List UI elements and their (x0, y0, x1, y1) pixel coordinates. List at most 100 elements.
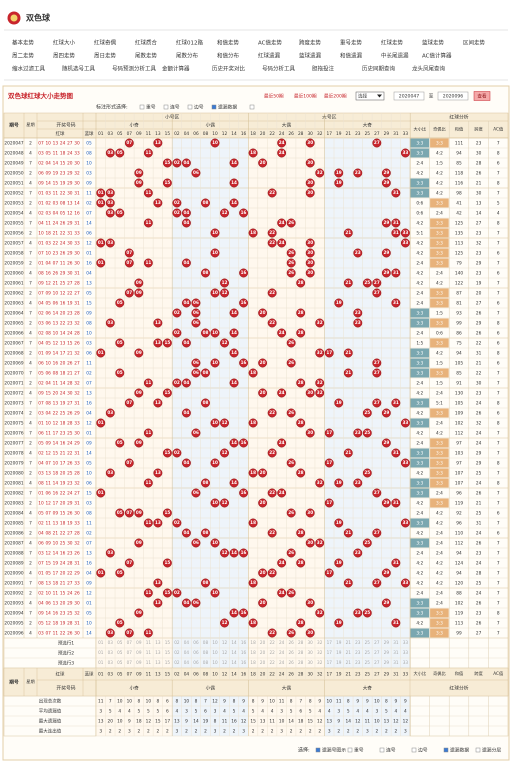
preselect-number[interactable]: 32 (317, 660, 323, 665)
preselect-number[interactable]: 33 (403, 650, 409, 655)
nav-link[interactable]: 号码分析工具 (262, 65, 296, 73)
preselect-number[interactable]: 07 (127, 640, 133, 645)
preselect-number[interactable]: 29 (384, 650, 390, 655)
preselect-number[interactable]: 04 (184, 660, 190, 665)
nav-link[interactable]: AC值走势 (258, 39, 283, 47)
nav-link[interactable]: AC值计算器 (422, 52, 452, 60)
nav-link[interactable]: 中长尾遗漏 (381, 52, 409, 60)
nav-link[interactable]: 龙头凤尾查询 (412, 65, 446, 73)
preselect-number[interactable]: 17 (327, 660, 333, 665)
preselect-number[interactable]: 20 (260, 650, 266, 655)
preselect-number[interactable]: 30 (308, 650, 314, 655)
preselect-number[interactable]: 30 (308, 660, 314, 665)
preselect-number[interactable]: 21 (346, 650, 352, 655)
preselect-number[interactable]: 24 (279, 660, 285, 665)
nav-link[interactable]: 红球奇偶 (94, 39, 117, 47)
preselect-number[interactable]: 01 (98, 650, 104, 655)
preselect-number[interactable]: 08 (203, 660, 209, 665)
to-input[interactable] (437, 91, 469, 101)
preselect-number[interactable]: 23 (355, 640, 361, 645)
nav-link[interactable]: 红球走势 (381, 39, 404, 47)
preselect-number[interactable]: 11 (146, 660, 152, 665)
preselect-number[interactable]: 10 (212, 650, 218, 655)
preselect-number[interactable]: 18 (250, 650, 256, 655)
nav-link[interactable]: 历史同期查询 (362, 65, 396, 73)
preselect-number[interactable]: 25 (365, 660, 371, 665)
preselect-number[interactable]: 11 (146, 650, 152, 655)
preselect-number[interactable]: 13 (155, 660, 161, 665)
preselect-number[interactable]: 32 (317, 650, 323, 655)
preselect-number[interactable]: 08 (203, 640, 209, 645)
nav-link[interactable]: 胆拖投注 (312, 65, 335, 73)
preselect-number[interactable]: 02 (174, 660, 180, 665)
nav-link[interactable]: 和值遗漏 (340, 52, 363, 60)
preselect-number[interactable]: 28 (298, 640, 304, 645)
preselect-number[interactable]: 13 (155, 650, 161, 655)
preselect-number[interactable]: 06 (193, 640, 199, 645)
preselect-number[interactable]: 25 (365, 650, 371, 655)
nav-link[interactable]: 号码预测分析工具 (112, 65, 157, 73)
preselect-number[interactable]: 17 (327, 650, 333, 655)
preselect-number[interactable]: 19 (336, 660, 342, 665)
nav-link[interactable]: 蓝球走势 (422, 39, 445, 47)
preselect-number[interactable]: 14 (231, 660, 237, 665)
preselect-number[interactable]: 25 (365, 640, 371, 645)
nav-link[interactable]: 和值分布 (217, 52, 240, 60)
preselect-number[interactable]: 20 (260, 640, 266, 645)
preselect-number[interactable]: 16 (241, 660, 247, 665)
checkbox[interactable] (163, 104, 169, 110)
preselect-number[interactable]: 04 (184, 650, 190, 655)
preselect-number[interactable]: 27 (374, 640, 380, 645)
preselect-number[interactable]: 10 (212, 640, 218, 645)
preselect-number[interactable]: 20 (260, 660, 266, 665)
nav-link[interactable]: 红球大小 (53, 39, 76, 47)
nav-link[interactable]: 尾数分布 (176, 52, 199, 60)
preselect-number[interactable]: 01 (98, 660, 104, 665)
preselect-number[interactable]: 23 (355, 650, 361, 655)
preselect-number[interactable]: 24 (279, 650, 285, 655)
preselect-number[interactable]: 03 (108, 650, 114, 655)
preselect-number[interactable]: 26 (288, 660, 294, 665)
nav-link[interactable]: 周日走势 (94, 52, 117, 60)
from-text[interactable]: 2020047 (399, 94, 420, 100)
nav-link[interactable]: 周四走势 (53, 52, 76, 60)
preselect-number[interactable]: 08 (203, 650, 209, 655)
nav-link[interactable]: 重号走势 (340, 39, 363, 47)
preselect-number[interactable]: 12 (222, 650, 228, 655)
nav-link[interactable]: 基本走势 (12, 39, 35, 47)
preselect-number[interactable]: 19 (336, 650, 342, 655)
view-button[interactable] (473, 91, 491, 101)
preselect-number[interactable]: 13 (155, 640, 161, 645)
preselect-number[interactable]: 03 (108, 660, 114, 665)
preselect-number[interactable]: 12 (222, 640, 228, 645)
preselect-number[interactable]: 26 (288, 640, 294, 645)
checkbox[interactable] (249, 104, 255, 110)
preselect-number[interactable]: 06 (193, 660, 199, 665)
checkbox[interactable] (379, 747, 385, 753)
preselect-number[interactable]: 31 (393, 650, 399, 655)
preselect-number[interactable]: 30 (308, 640, 314, 645)
preselect-number[interactable]: 23 (355, 660, 361, 665)
preselect-number[interactable]: 01 (98, 640, 104, 645)
checkbox[interactable] (411, 747, 417, 753)
preselect-number[interactable]: 21 (346, 640, 352, 645)
checkbox[interactable] (315, 747, 321, 753)
preselect-number[interactable]: 31 (393, 640, 399, 645)
preselect-number[interactable]: 28 (298, 650, 304, 655)
nav-link[interactable]: 和值走势 (217, 39, 240, 47)
preselect-number[interactable]: 18 (250, 640, 256, 645)
preselect-number[interactable]: 17 (327, 640, 333, 645)
nav-link[interactable]: 红球质合 (135, 39, 158, 47)
preselect-number[interactable]: 12 (222, 660, 228, 665)
recent-link[interactable]: 最近100期 (294, 93, 317, 100)
preselect-number[interactable]: 33 (403, 660, 409, 665)
preselect-number[interactable]: 22 (269, 650, 275, 655)
preselect-number[interactable]: 16 (241, 650, 247, 655)
preselect-number[interactable]: 27 (374, 650, 380, 655)
preselect-number[interactable]: 26 (288, 650, 294, 655)
nav-link[interactable]: 随机选号工具 (62, 65, 96, 73)
preselect-number[interactable]: 07 (127, 660, 133, 665)
from-input[interactable] (393, 91, 425, 101)
checkbox[interactable] (475, 747, 481, 753)
preselect-number[interactable]: 09 (136, 660, 142, 665)
